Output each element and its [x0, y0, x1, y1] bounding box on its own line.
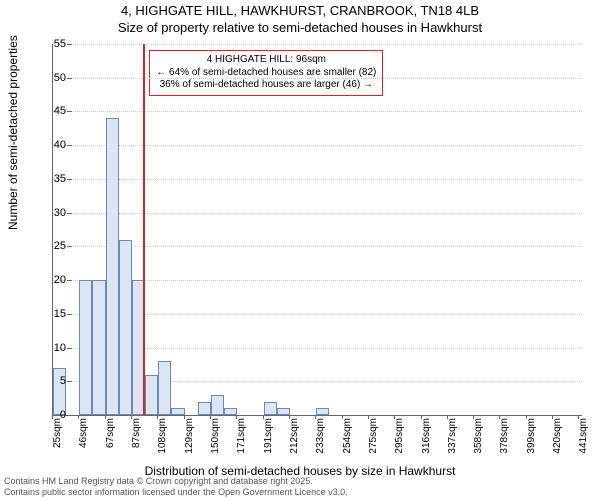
y-tick-label: 15 [38, 308, 66, 320]
footer-line-2: Contains public sector information licen… [4, 487, 348, 498]
chart-container: 4, HIGHGATE HILL, HAWKHURST, CRANBROOK, … [0, 0, 600, 500]
gridline-h [53, 44, 582, 45]
y-tick-label: 30 [38, 207, 66, 219]
x-tick-label: 212sqm [289, 418, 300, 458]
x-tick-label: 46sqm [78, 418, 89, 458]
gridline-h [53, 78, 582, 79]
histogram-bar [316, 408, 329, 415]
x-tick-label: 87sqm [131, 418, 142, 458]
x-tick-label: 275sqm [368, 418, 379, 458]
y-axis-label: Number of semi-detached properties [6, 35, 20, 230]
x-tick-label: 191sqm [263, 418, 274, 458]
reference-annotation-box: 4 HIGHGATE HILL: 96sqm ← 64% of semi-det… [149, 50, 383, 96]
gridline-h [53, 145, 582, 146]
histogram-bar [277, 408, 290, 415]
x-tick-label: 399sqm [526, 418, 537, 458]
plot-area: 4 HIGHGATE HILL: 96sqm ← 64% of semi-det… [52, 44, 582, 416]
y-tick-label: 35 [38, 173, 66, 185]
x-tick-label: 67sqm [105, 418, 116, 458]
title-line-2: Size of property relative to semi-detach… [0, 20, 600, 35]
x-tick-label: 233sqm [315, 418, 326, 458]
footer-line-1: Contains HM Land Registry data © Crown c… [4, 476, 348, 487]
histogram-bar [171, 408, 184, 415]
gridline-h [53, 111, 582, 112]
histogram-bar [145, 375, 158, 415]
y-tick-label: 50 [38, 72, 66, 84]
x-tick-label: 420sqm [552, 418, 563, 458]
x-tick-label: 441sqm [578, 418, 589, 458]
y-tick-label: 45 [38, 105, 66, 117]
y-tick-label: 20 [38, 274, 66, 286]
gridline-h [53, 246, 582, 247]
x-tick-label: 337sqm [447, 418, 458, 458]
histogram-bar [79, 280, 92, 415]
x-tick-label: 358sqm [473, 418, 484, 458]
histogram-bar [211, 395, 224, 415]
histogram-bar [92, 280, 105, 415]
y-tick-label: 5 [38, 375, 66, 387]
gridline-h [53, 179, 582, 180]
histogram-bar [264, 402, 277, 415]
y-tick-label: 55 [38, 38, 66, 50]
annotation-larger: 36% of semi-detached houses are larger (… [156, 79, 376, 92]
x-tick-label: 378sqm [499, 418, 510, 458]
histogram-bar [158, 361, 171, 415]
y-tick-label: 25 [38, 240, 66, 252]
histogram-bar [119, 240, 132, 415]
reference-line [143, 44, 145, 415]
x-tick-label: 316sqm [421, 418, 432, 458]
x-tick-label: 129sqm [184, 418, 195, 458]
x-tick-label: 171sqm [236, 418, 247, 458]
histogram-bar [106, 118, 119, 415]
y-tick-label: 10 [38, 342, 66, 354]
x-tick-label: 150sqm [210, 418, 221, 458]
x-tick-label: 295sqm [394, 418, 405, 458]
histogram-bar [224, 408, 237, 415]
x-tick-label: 108sqm [157, 418, 168, 458]
gridline-h [53, 213, 582, 214]
footer-attribution: Contains HM Land Registry data © Crown c… [4, 476, 348, 498]
x-tick-label: 25sqm [52, 418, 63, 458]
y-tick-label: 40 [38, 139, 66, 151]
x-tick-label: 254sqm [342, 418, 353, 458]
title-line-1: 4, HIGHGATE HILL, HAWKHURST, CRANBROOK, … [0, 3, 600, 18]
annotation-title: 4 HIGHGATE HILL: 96sqm [156, 54, 376, 67]
histogram-bar [198, 402, 211, 415]
